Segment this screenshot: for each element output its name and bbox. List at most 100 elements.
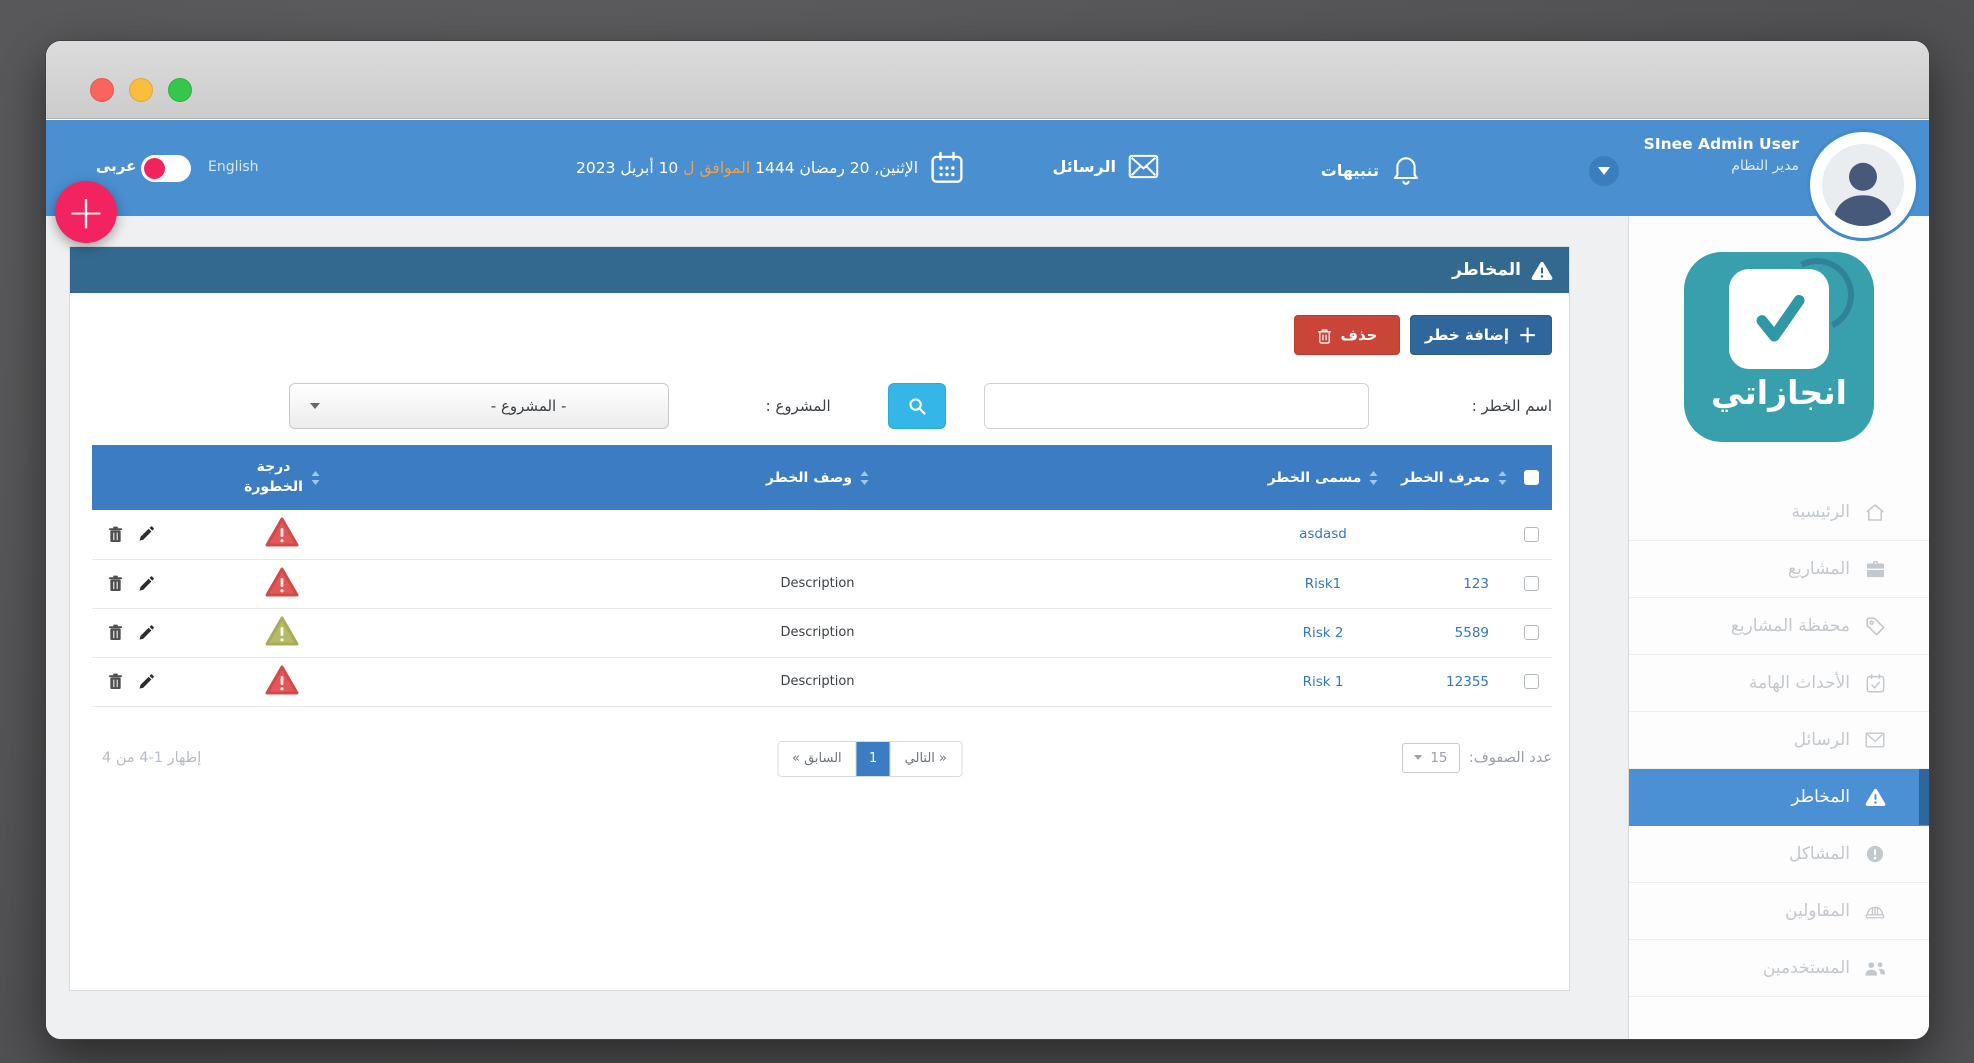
app-logo[interactable]: انجازاتي (1684, 252, 1874, 442)
edit-row-icon[interactable] (138, 624, 164, 641)
quick-add-fab[interactable]: + (55, 181, 117, 243)
sort-icon[interactable] (311, 470, 320, 485)
pager: « السابق 1 التالي » (776, 740, 963, 777)
sidebar-item-portfolio[interactable]: محفظة المشاريع (1629, 598, 1929, 655)
delete-risk-button[interactable]: حذف (1294, 315, 1400, 355)
user-info[interactable]: SInee Admin User مدير النظام (1644, 135, 1799, 174)
edit-row-icon[interactable] (138, 673, 164, 690)
sidebar-item-messages[interactable]: الرسائل (1629, 712, 1929, 769)
plus-icon: ＋ (1518, 324, 1538, 347)
delete-row-icon[interactable] (108, 575, 134, 592)
sort-icon[interactable] (860, 470, 869, 485)
severity-cell (177, 559, 387, 609)
delete-row-icon[interactable] (108, 526, 134, 543)
logo-text: انجازاتي (1711, 373, 1847, 412)
messages-nav-button[interactable]: الرسائل (1053, 154, 1159, 179)
top-navbar: عربى English الإثنين, 20 رمضان 1444 (46, 120, 1929, 216)
risk-id-cell: 5589 (1398, 608, 1510, 658)
zoom-window-button[interactable] (168, 78, 192, 102)
notifications-nav-button[interactable]: تنبيهات (1321, 154, 1421, 186)
risk-description-cell (387, 510, 1248, 560)
risk-name-link[interactable]: Risk 1 (1248, 657, 1398, 707)
close-window-button[interactable] (90, 78, 114, 102)
search-icon (906, 395, 928, 417)
risk-name-link[interactable]: asdasd (1248, 510, 1398, 560)
app-window: عربى English الإثنين, 20 رمضان 1444 (45, 40, 1930, 1040)
column-severity[interactable]: درجة الخطورة (177, 445, 387, 510)
logo-checkmark-icon (1729, 269, 1829, 369)
user-avatar[interactable] (1807, 129, 1919, 241)
risks-table: معرف الخطر مسمى الخطر (92, 445, 1552, 707)
language-arabic-label: عربى (96, 157, 137, 175)
column-risk-description[interactable]: وصف الخطر (387, 445, 1248, 510)
search-button[interactable] (887, 383, 946, 429)
sidebar-item-users[interactable]: المستخدمين (1629, 940, 1929, 997)
row-checkbox[interactable] (1523, 674, 1539, 689)
calendar-check-icon (1863, 673, 1887, 693)
sort-icon[interactable] (1498, 470, 1507, 485)
sidebar-item-milestones[interactable]: الأحداث الهامة (1629, 655, 1929, 712)
avatar-person-icon (1822, 144, 1904, 226)
chevron-down-icon (1598, 167, 1610, 175)
sidebar-item-label: المستخدمين (1762, 958, 1850, 978)
sort-icon[interactable] (1369, 470, 1378, 485)
date-connector: الموافق ل (683, 159, 751, 177)
sidebar-item-label: محفظة المشاريع (1730, 616, 1850, 636)
column-actions (92, 445, 177, 510)
rows-per-page: عدد الصفوف: 15 (1401, 742, 1552, 773)
sidebar-item-home[interactable]: الرئيسية (1629, 484, 1929, 541)
language-toggle[interactable] (141, 155, 191, 182)
delete-row-icon[interactable] (108, 673, 134, 690)
previous-page-button[interactable]: « السابق (778, 741, 857, 776)
page-title: المخاطر (1452, 260, 1521, 280)
column-risk-name[interactable]: مسمى الخطر (1248, 445, 1398, 510)
sidebar: انجازاتي الرئيسية (1628, 216, 1929, 1039)
briefcase-icon (1863, 560, 1887, 578)
sidebar-item-projects[interactable]: المشاريع (1629, 541, 1929, 598)
trash-icon (1317, 327, 1332, 344)
row-checkbox[interactable] (1523, 526, 1539, 542)
row-checkbox[interactable] (1523, 576, 1539, 591)
minimize-window-button[interactable] (129, 78, 153, 102)
edit-row-icon[interactable] (138, 575, 164, 592)
sidebar-item-contractors[interactable]: المقاولين (1629, 883, 1929, 940)
sidebar-item-label: الرسائل (1793, 730, 1850, 750)
select-all-header (1510, 445, 1552, 510)
next-page-button[interactable]: التالي » (904, 750, 948, 766)
project-select[interactable]: - المشروع - (288, 383, 669, 429)
user-name: SInee Admin User (1643, 135, 1799, 153)
risk-description-cell: Description (387, 657, 1248, 707)
rows-count-select[interactable]: 15 (1401, 742, 1460, 773)
row-actions (92, 657, 177, 707)
row-checkbox[interactable] (1523, 625, 1539, 640)
risk-name-input[interactable] (983, 383, 1369, 429)
select-all-checkbox[interactable] (1523, 470, 1539, 485)
pagination-row: عدد الصفوف: 15 « السابق 1 التالي » إظهار… (97, 740, 1552, 781)
chevron-down-icon (1414, 755, 1423, 760)
sidebar-item-risks[interactable]: المخاطر (1629, 769, 1929, 826)
table-row: asdasd (92, 510, 1552, 560)
sidebar-menu: الرئيسية المشاريع (1629, 484, 1929, 997)
chevron-down-icon (309, 403, 320, 409)
sidebar-item-issues[interactable]: المشاكل (1629, 826, 1929, 883)
add-risk-button[interactable]: ＋ إضافة خطر (1410, 315, 1552, 355)
sidebar-item-label: المشاكل (1788, 844, 1850, 864)
sidebar-item-label: المشاريع (1787, 559, 1850, 579)
users-icon (1863, 961, 1887, 976)
user-menu-dropdown-button[interactable] (1589, 156, 1619, 186)
column-risk-id[interactable]: معرف الخطر (1398, 445, 1510, 510)
edit-row-icon[interactable] (138, 526, 164, 542)
risks-panel: المخاطر ＋ إضافة خطر حذف (69, 246, 1570, 991)
severity-triangle-icon (264, 516, 300, 548)
table-row: 12355 Risk 1 Description (92, 657, 1552, 707)
plus-icon: + (66, 185, 106, 239)
severity-cell (177, 510, 387, 560)
delete-row-icon[interactable] (108, 624, 134, 641)
table-row: 5589 Risk 2 Description (92, 608, 1552, 658)
risk-name-link[interactable]: Risk 2 (1248, 608, 1398, 658)
current-page-button[interactable]: 1 (856, 741, 891, 776)
severity-triangle-icon (264, 615, 300, 647)
risk-name-link[interactable]: Risk1 (1248, 559, 1398, 609)
current-date: الإثنين, 20 رمضان 1444 الموافق ل 10 أبري… (576, 151, 964, 185)
